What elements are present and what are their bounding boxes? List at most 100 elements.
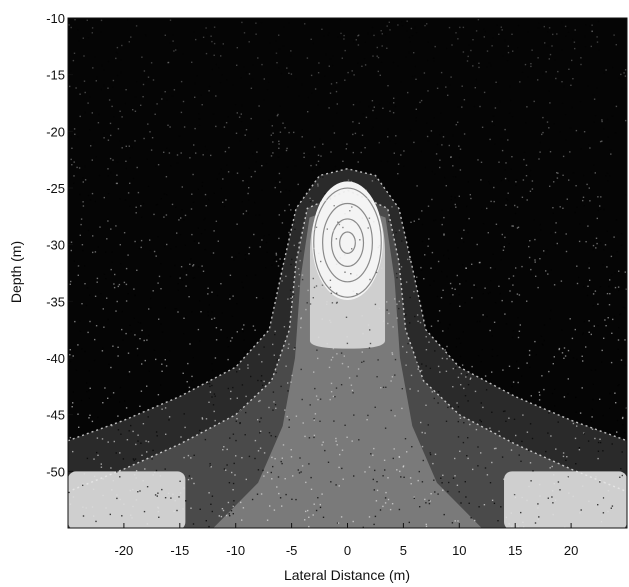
speckle-dot (620, 468, 622, 470)
speckle-dot (528, 349, 531, 352)
speckle-dot (623, 72, 625, 74)
speckle-dot (332, 356, 334, 359)
speckle-dot (107, 218, 109, 221)
speckle-dot (495, 223, 498, 225)
speckle-dot (604, 319, 606, 321)
speckle-dot (483, 28, 485, 30)
speckle-dot (100, 466, 103, 468)
speckle-dot (395, 135, 397, 137)
speckle-dot (72, 496, 75, 498)
speckle-dot (96, 281, 98, 283)
speckle-dot (187, 362, 189, 365)
speckle-dot (82, 177, 84, 179)
speckle-dot (297, 268, 300, 270)
speckle-dot (317, 398, 319, 401)
speckle-dot (579, 131, 581, 134)
speckle-dot (274, 404, 277, 406)
speckle-dot (425, 404, 427, 406)
speckle-dot (384, 33, 387, 36)
speckle-dot (335, 484, 337, 486)
speckle-dot (528, 245, 530, 248)
speckle-dot (405, 281, 408, 283)
speckle-dot (173, 89, 176, 91)
speckle-dot (112, 79, 115, 82)
speckle-dot (473, 284, 475, 286)
speckle-dot (75, 87, 77, 89)
speckle-dot (528, 354, 531, 356)
speckle-dot (332, 55, 334, 57)
speckle-dot (368, 347, 371, 349)
speckle-dot (561, 81, 563, 83)
speckle-dot (161, 98, 163, 100)
speckle-dot (393, 97, 395, 99)
speckle-dot (220, 55, 222, 57)
speckle-dot (211, 68, 213, 71)
speckle-dot (388, 312, 390, 315)
speckle-dot (421, 445, 424, 448)
speckle-dot (329, 319, 331, 322)
speckle-dot (543, 250, 545, 252)
speckle-dot (357, 62, 359, 64)
speckle-dot (554, 244, 557, 247)
speckle-dot (204, 145, 206, 148)
speckle-dot (465, 496, 467, 498)
speckle-dot (89, 199, 92, 201)
x-tick-label: -15 (170, 543, 189, 558)
speckle-dot (310, 164, 312, 167)
speckle-dot (436, 295, 439, 298)
speckle-dot (100, 31, 102, 33)
speckle-dot (413, 141, 415, 144)
speckle-dot (91, 146, 93, 148)
speckle-dot (87, 229, 90, 232)
speckle-dot (324, 193, 326, 195)
speckle-dot (434, 350, 436, 352)
speckle-dot (261, 361, 263, 363)
speckle-dot (450, 195, 453, 198)
speckle-dot (185, 269, 187, 271)
speckle-dot (190, 258, 192, 260)
speckle-dot (129, 489, 131, 492)
speckle-dot (458, 294, 460, 296)
speckle-dot (238, 368, 241, 370)
speckle-dot (329, 286, 332, 288)
speckle-dot (266, 519, 269, 521)
speckle-dot (116, 471, 118, 473)
speckle-dot (402, 465, 405, 467)
speckle-dot (262, 297, 264, 299)
speckle-dot (200, 94, 202, 96)
speckle-dot (431, 251, 434, 254)
speckle-dot (467, 384, 470, 386)
speckle-dot (202, 270, 205, 272)
speckle-dot (209, 385, 211, 388)
speckle-dot (278, 140, 280, 142)
speckle-dot (136, 166, 138, 169)
speckle-dot (584, 46, 587, 48)
speckle-dot (300, 317, 302, 319)
speckle-dot (598, 49, 600, 51)
speckle-dot (174, 500, 176, 502)
speckle-dot (620, 233, 623, 235)
speckle-dot (233, 258, 235, 261)
speckle-dot (554, 231, 557, 234)
speckle-dot (325, 53, 327, 56)
speckle-dot (548, 101, 550, 103)
speckle-dot (164, 245, 166, 248)
speckle-dot (556, 242, 558, 245)
speckle-dot (217, 240, 219, 242)
speckle-dot (227, 501, 230, 504)
speckle-dot (110, 228, 112, 230)
speckle-dot (509, 440, 512, 442)
speckle-dot (618, 384, 620, 386)
speckle-dot (211, 291, 213, 293)
contour-line-central-4 (339, 231, 356, 254)
speckle-dot (477, 159, 479, 161)
speckle-dot (621, 417, 624, 420)
speckle-dot (140, 104, 142, 106)
contour-region-inner (213, 203, 482, 528)
speckle-dot (605, 325, 607, 327)
speckle-dot (193, 482, 195, 485)
speckle-dot (192, 277, 194, 279)
speckle-dot (606, 172, 609, 174)
speckle-dot (165, 176, 168, 178)
